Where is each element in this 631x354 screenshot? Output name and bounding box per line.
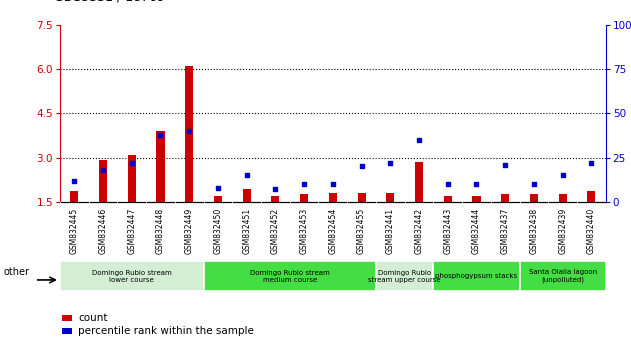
Bar bbox=[530, 194, 538, 246]
Bar bbox=[185, 66, 193, 246]
Bar bbox=[444, 196, 452, 246]
Text: GSM832453: GSM832453 bbox=[300, 208, 309, 254]
Text: GSM832448: GSM832448 bbox=[156, 208, 165, 254]
Point bbox=[299, 181, 309, 187]
FancyBboxPatch shape bbox=[60, 261, 204, 291]
Point bbox=[586, 160, 596, 166]
Point bbox=[98, 167, 108, 173]
Point bbox=[414, 137, 424, 143]
Text: GSM832452: GSM832452 bbox=[271, 208, 280, 254]
Text: Domingo Rubio stream
lower course: Domingo Rubio stream lower course bbox=[92, 270, 172, 282]
Bar bbox=[62, 315, 72, 321]
Bar bbox=[358, 193, 365, 246]
Bar bbox=[473, 196, 481, 246]
Point bbox=[69, 178, 80, 183]
Point bbox=[213, 185, 223, 190]
Point bbox=[500, 162, 510, 167]
Bar bbox=[386, 193, 394, 246]
Text: GDS5331 / 18769: GDS5331 / 18769 bbox=[54, 0, 165, 4]
Point bbox=[155, 132, 165, 137]
Text: GSM832439: GSM832439 bbox=[558, 208, 567, 254]
Text: GSM832442: GSM832442 bbox=[415, 208, 423, 254]
Point bbox=[386, 160, 396, 166]
Text: GSM832451: GSM832451 bbox=[242, 208, 251, 254]
Text: GSM832444: GSM832444 bbox=[472, 208, 481, 254]
Text: Santa Olalla lagoon
(unpolluted): Santa Olalla lagoon (unpolluted) bbox=[529, 269, 597, 283]
Point bbox=[443, 181, 453, 187]
Point bbox=[558, 172, 568, 178]
Bar bbox=[501, 194, 509, 246]
Text: GSM832450: GSM832450 bbox=[213, 208, 223, 254]
Text: phosphogypsum stacks: phosphogypsum stacks bbox=[435, 273, 517, 279]
Bar bbox=[99, 160, 107, 246]
Text: other: other bbox=[3, 267, 29, 277]
Point bbox=[242, 172, 252, 178]
Bar bbox=[127, 155, 136, 246]
Text: GSM832438: GSM832438 bbox=[529, 208, 538, 254]
Text: GSM832449: GSM832449 bbox=[185, 208, 194, 254]
Text: Domingo Rubio
stream upper course: Domingo Rubio stream upper course bbox=[369, 270, 441, 282]
Point bbox=[270, 187, 280, 192]
Point bbox=[184, 128, 194, 134]
Text: GSM832454: GSM832454 bbox=[328, 208, 338, 254]
Bar bbox=[243, 189, 251, 246]
Bar bbox=[300, 194, 308, 246]
FancyBboxPatch shape bbox=[519, 261, 606, 291]
FancyBboxPatch shape bbox=[204, 261, 376, 291]
Text: GSM832447: GSM832447 bbox=[127, 208, 136, 254]
Text: GSM832446: GSM832446 bbox=[98, 208, 107, 254]
Text: count: count bbox=[78, 313, 107, 322]
Text: GSM832455: GSM832455 bbox=[357, 208, 366, 254]
Bar bbox=[415, 162, 423, 246]
Bar bbox=[587, 192, 596, 246]
Point bbox=[127, 160, 137, 166]
Bar bbox=[271, 196, 280, 246]
Bar bbox=[558, 194, 567, 246]
Text: GSM832441: GSM832441 bbox=[386, 208, 395, 254]
Text: GSM832443: GSM832443 bbox=[443, 208, 452, 254]
Point bbox=[529, 181, 539, 187]
Bar bbox=[62, 328, 72, 334]
Text: GSM832440: GSM832440 bbox=[587, 208, 596, 254]
Bar bbox=[214, 196, 222, 246]
Bar bbox=[329, 193, 337, 246]
Text: GSM832437: GSM832437 bbox=[501, 208, 510, 254]
Bar bbox=[70, 192, 78, 246]
Text: percentile rank within the sample: percentile rank within the sample bbox=[78, 326, 254, 336]
FancyBboxPatch shape bbox=[433, 261, 519, 291]
Bar bbox=[156, 131, 165, 246]
Point bbox=[357, 164, 367, 169]
Point bbox=[328, 181, 338, 187]
Point bbox=[471, 181, 481, 187]
Text: GSM832445: GSM832445 bbox=[70, 208, 79, 254]
Text: Domingo Rubio stream
medium course: Domingo Rubio stream medium course bbox=[250, 270, 329, 282]
FancyBboxPatch shape bbox=[376, 261, 433, 291]
